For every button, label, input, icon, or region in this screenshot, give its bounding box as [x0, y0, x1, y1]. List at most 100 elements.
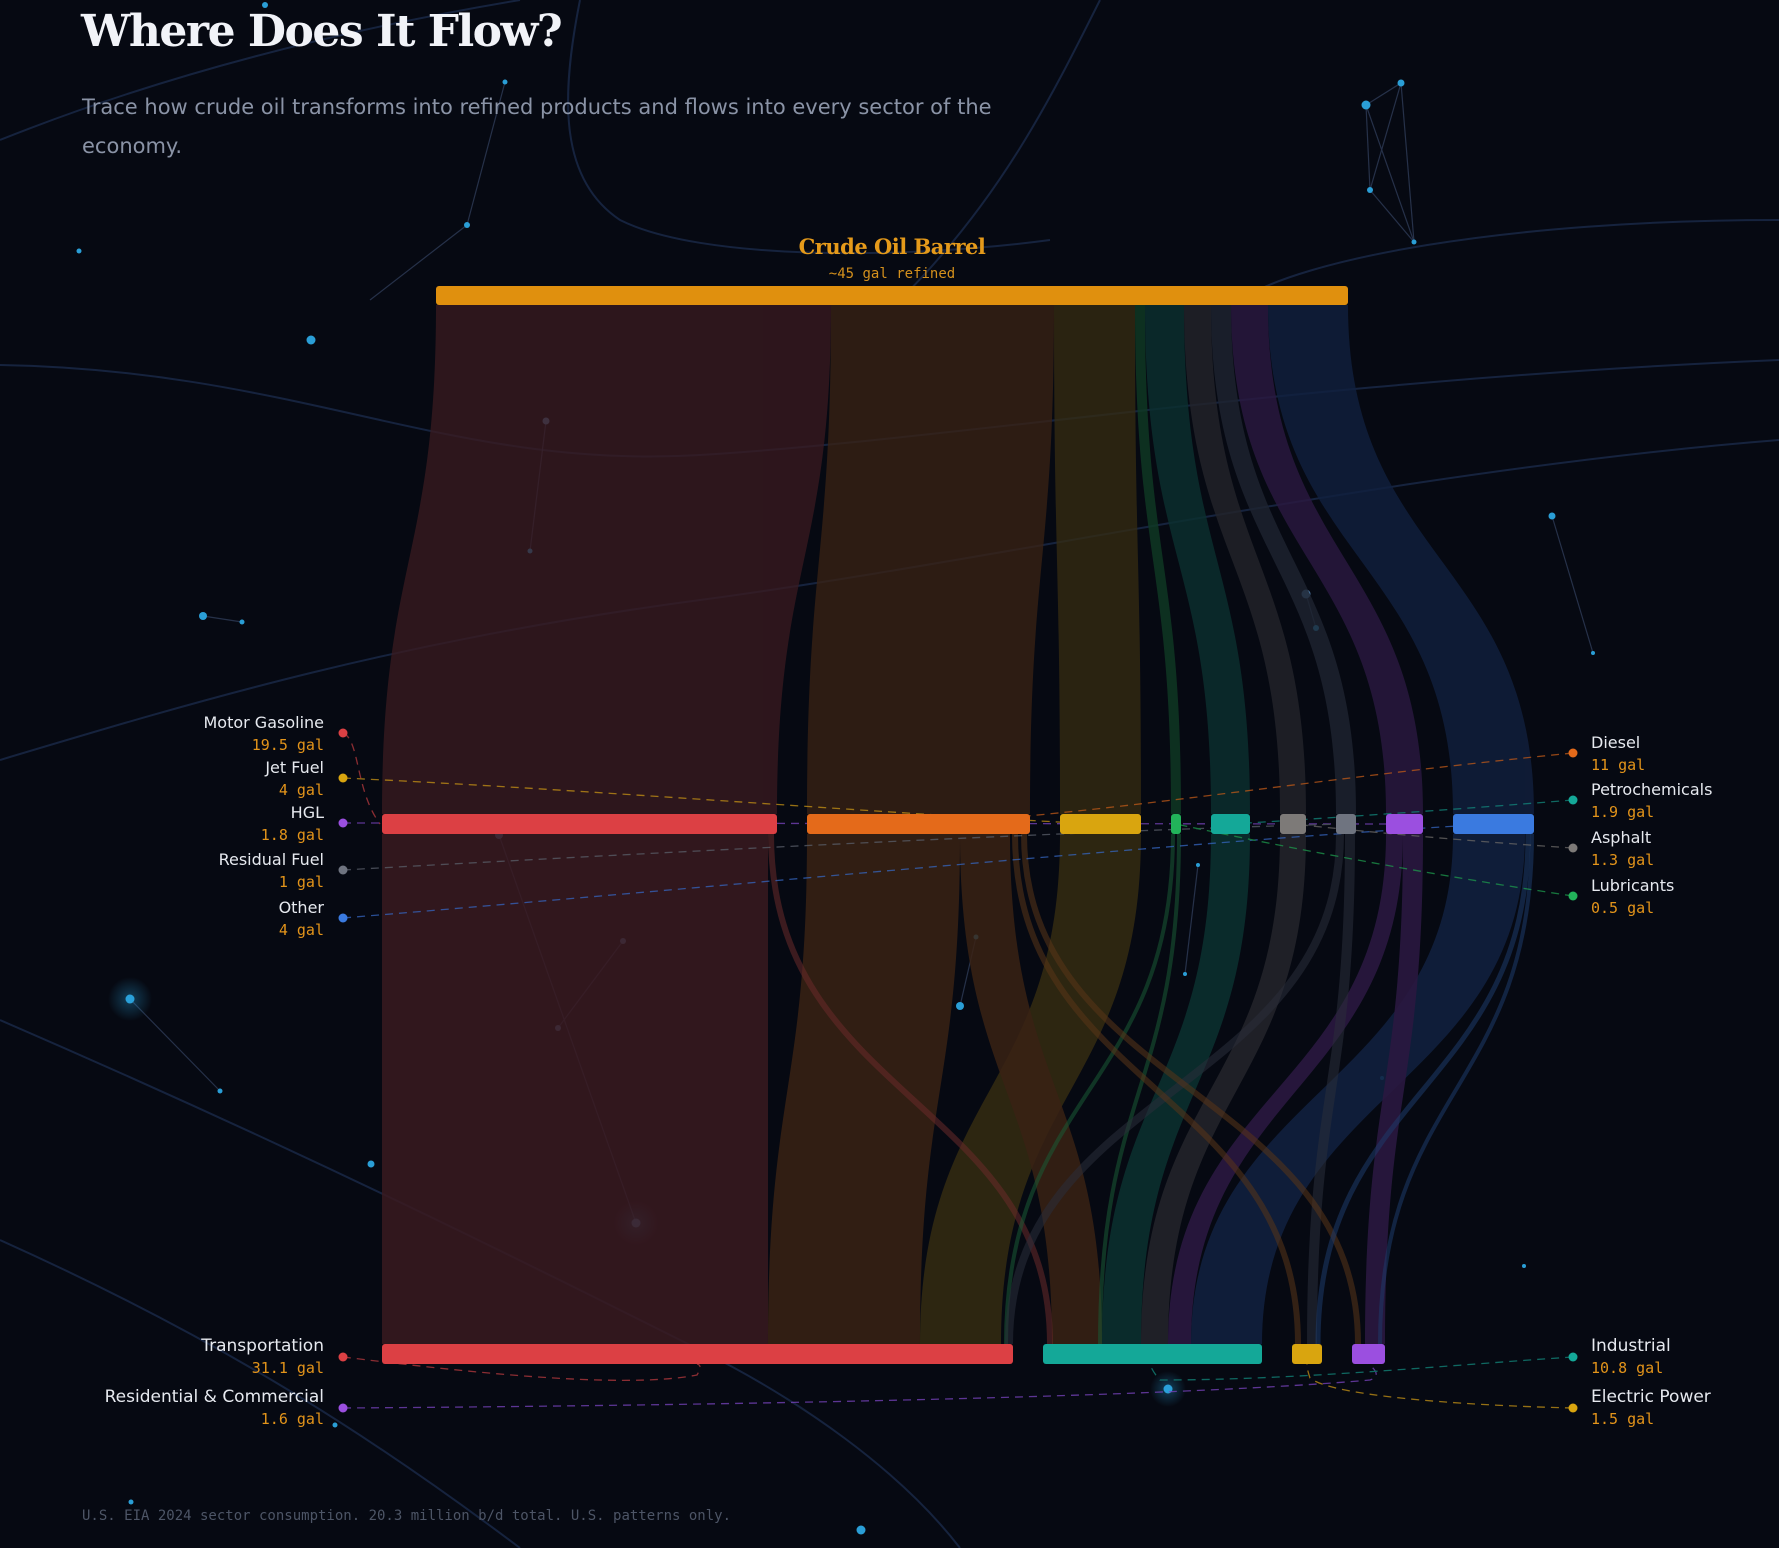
node-other[interactable]	[1453, 814, 1534, 834]
product-nodes	[382, 814, 1534, 834]
connector-electric-power	[1306, 1363, 1574, 1409]
flow-other-residential[interactable]	[1378, 833, 1534, 1345]
label-name: Residual Fuel	[218, 850, 324, 869]
dot-electric-power	[1568, 1403, 1578, 1413]
flow-crude-lubricants[interactable]	[1135, 305, 1181, 814]
dot-hgl	[338, 818, 348, 828]
dot-transportation	[338, 1352, 348, 1362]
flow-crude-hgl[interactable]	[1231, 305, 1423, 814]
flow-diesel-residential[interactable]	[1021, 833, 1361, 1345]
sector-nodes	[382, 1344, 1385, 1364]
node-industrial[interactable]	[1043, 1344, 1262, 1364]
label-residential-commercial: Residential & Commercial 1.6 gal	[4, 1386, 324, 1430]
connector-motor-gasoline	[342, 732, 381, 825]
flow-crude-other[interactable]	[1268, 305, 1534, 814]
connector-residential	[342, 1363, 1377, 1409]
flow-crude-motor-gasoline[interactable]	[382, 305, 831, 814]
label-name: Residential & Commercial	[104, 1387, 324, 1407]
flow-diesel-transportation[interactable]	[768, 834, 960, 1344]
source-title: Crude Oil Barrel	[798, 234, 986, 259]
label-value: 4 gal	[278, 921, 324, 939]
node-petrochemicals[interactable]	[1211, 814, 1250, 834]
flow-crude-jet-fuel[interactable]	[1054, 305, 1141, 814]
label-transportation: Transportation 31.1 gal	[4, 1335, 324, 1379]
dot-residual-fuel	[338, 865, 348, 875]
label-name: Transportation	[201, 1336, 324, 1356]
source-footnote: U.S. EIA 2024 sector consumption. 20.3 m…	[82, 1508, 732, 1524]
node-electric-power[interactable]	[1292, 1344, 1322, 1364]
dot-jet-fuel	[338, 773, 348, 783]
node-asphalt[interactable]	[1280, 814, 1306, 834]
dot-industrial	[1568, 1352, 1578, 1362]
flow-gasoline-industrial[interactable]	[768, 833, 1053, 1345]
node-lubricants[interactable]	[1171, 814, 1181, 834]
flow-lubricants-transportation[interactable]	[1004, 833, 1175, 1345]
crude-to-product-flows	[382, 305, 1534, 814]
label-name: Diesel	[1591, 733, 1641, 752]
label-value: 19.5 gal	[251, 736, 324, 754]
node-crude-oil-barrel[interactable]	[436, 286, 1348, 305]
label-name: Other	[278, 898, 324, 917]
flow-crude-petrochemicals[interactable]	[1145, 305, 1250, 814]
dot-asphalt	[1568, 843, 1578, 853]
label-value: 11 gal	[1591, 756, 1646, 774]
label-hgl: HGL 1.8 gal	[4, 802, 324, 846]
connector-other	[342, 823, 1494, 919]
dot-petrochemicals	[1568, 795, 1578, 805]
source-subtitle: ~45 gal refined	[828, 266, 956, 282]
label-asphalt: Asphalt 1.3 gal	[1591, 827, 1779, 871]
connector-lubricants	[1175, 823, 1574, 897]
dot-lubricants	[1568, 891, 1578, 901]
flow-asphalt-industrial[interactable]	[1141, 834, 1306, 1344]
label-name: HGL	[290, 803, 324, 822]
node-diesel[interactable]	[807, 814, 1030, 834]
flow-diesel-industrial[interactable]	[960, 834, 1102, 1344]
label-diesel: Diesel 11 gal	[1591, 732, 1779, 776]
label-name: Asphalt	[1591, 828, 1652, 847]
flow-crude-asphalt[interactable]	[1184, 305, 1306, 814]
flow-hgl-industrial[interactable]	[1168, 834, 1403, 1344]
label-value: 1.8 gal	[260, 826, 324, 844]
flow-hgl-residential[interactable]	[1365, 834, 1423, 1344]
flow-other-industrial[interactable]	[1191, 834, 1525, 1344]
dot-diesel	[1568, 748, 1578, 758]
flow-crude-diesel[interactable]	[807, 305, 1054, 814]
label-name: Motor Gasoline	[203, 713, 324, 732]
flow-residual-transportation[interactable]	[1005, 833, 1344, 1345]
flow-diesel-electric[interactable]	[1012, 833, 1301, 1345]
flow-crude-residual-fuel[interactable]	[1211, 305, 1356, 814]
label-value: 0.5 gal	[1591, 899, 1655, 917]
label-motor-gasoline: Motor Gasoline 19.5 gal	[4, 712, 324, 756]
label-other: Other 4 gal	[4, 897, 324, 941]
label-petrochemicals: Petrochemicals 1.9 gal	[1591, 779, 1779, 823]
connector-asphalt	[1292, 823, 1574, 849]
flow-residual-electric[interactable]	[1307, 833, 1355, 1345]
label-name: Lubricants	[1591, 876, 1675, 895]
flow-gasoline-transportation[interactable]	[382, 834, 768, 1344]
label-jet-fuel: Jet Fuel 4 gal	[4, 757, 324, 801]
node-residual-fuel[interactable]	[1336, 814, 1356, 834]
connector-industrial	[1149, 1356, 1574, 1381]
node-motor-gasoline[interactable]	[382, 814, 777, 834]
node-hgl[interactable]	[1386, 814, 1423, 834]
label-name: Petrochemicals	[1591, 780, 1713, 799]
label-value: 31.1 gal	[251, 1359, 324, 1377]
label-name: Electric Power	[1591, 1387, 1711, 1407]
label-value: 1.3 gal	[1591, 851, 1655, 869]
connector-jet-fuel	[342, 777, 1101, 825]
flow-lubricants-industrial[interactable]	[1098, 833, 1181, 1345]
label-dots	[338, 728, 1578, 1413]
label-value: 4 gal	[278, 781, 324, 799]
flow-other-electric[interactable]	[1315, 833, 1531, 1345]
node-jet-fuel[interactable]	[1060, 814, 1141, 834]
page-title: Where Does It Flow?	[81, 6, 563, 57]
label-electric-power: Electric Power 1.5 gal	[1591, 1386, 1779, 1430]
node-transportation[interactable]	[382, 1344, 1013, 1364]
dot-other	[338, 913, 348, 923]
label-name: Industrial	[1591, 1336, 1671, 1356]
node-residential-commercial[interactable]	[1352, 1344, 1385, 1364]
connector-transportation	[342, 1356, 701, 1381]
label-value: 1 gal	[278, 873, 324, 891]
page-subtitle: Trace how crude oil transforms into refi…	[82, 95, 992, 158]
